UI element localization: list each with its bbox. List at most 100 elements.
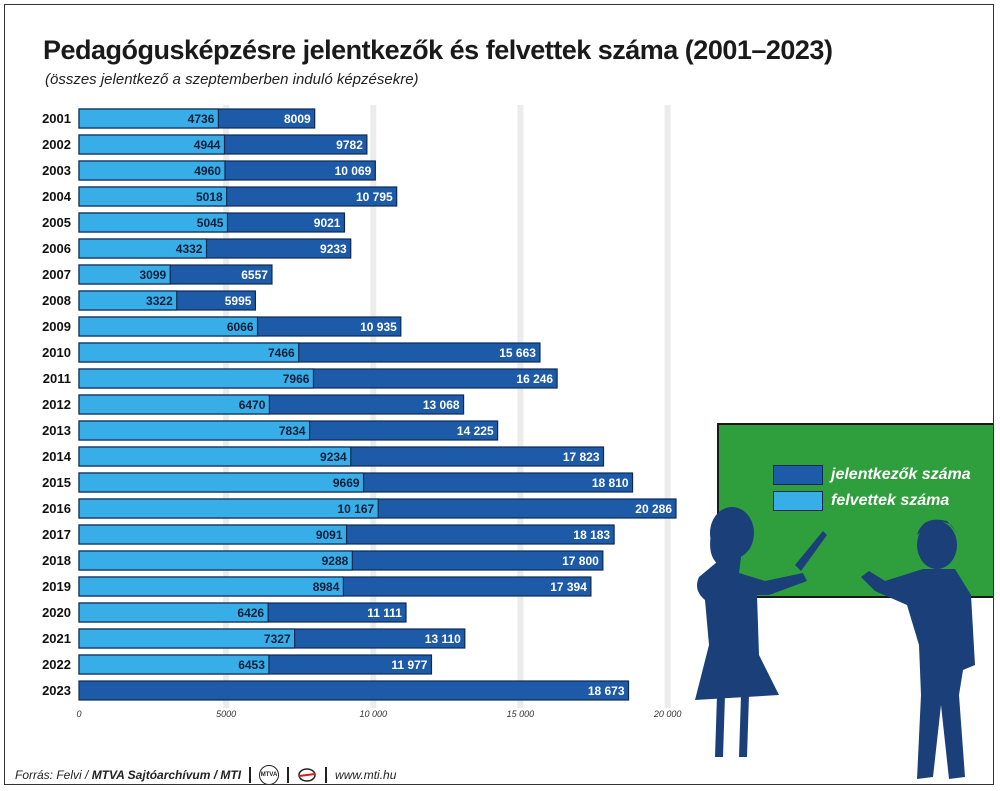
legend-item-applicants: jelentkezők száma: [773, 465, 971, 485]
data-label-admitted: 7966: [283, 372, 310, 386]
data-label-admitted: 6470: [239, 398, 266, 412]
legend-label-admitted: felvettek száma: [831, 492, 950, 509]
bar-admitted: [78, 550, 353, 571]
bar-admitted: [78, 290, 178, 311]
footer-separator: [325, 767, 328, 783]
data-label-applicants: 17 800: [562, 554, 599, 568]
mti-logo-icon: [297, 767, 317, 783]
data-label-applicants: 17 394: [550, 580, 587, 594]
y-tick-label: 2018: [42, 553, 71, 568]
data-label-applicants: 9782: [336, 138, 363, 152]
bar-admitted: [78, 628, 296, 649]
bar-chart: 0 5000 10 000 15 000 20 000 2001 4736 8009 2002 4…: [42, 105, 682, 719]
data-label-applicants: 18 673: [588, 684, 625, 698]
footer-separator: [287, 767, 290, 783]
data-label-applicants: 11 977: [391, 658, 427, 672]
bar-admitted: [78, 186, 228, 207]
y-tick-label: 2020: [42, 605, 71, 620]
legend-label-applicants: jelentkezők száma: [831, 466, 971, 483]
x-tick-label: 5000: [216, 709, 236, 719]
bar-admitted: [78, 160, 226, 181]
legend-item-admitted: felvettek száma: [773, 491, 949, 511]
data-label-admitted: 5018: [196, 190, 223, 204]
y-tick-label: 2001: [42, 111, 71, 126]
chalkboard-legend: jelentkezők száma felvettek száma: [717, 423, 993, 598]
data-label-admitted: 10 167: [338, 502, 375, 516]
y-tick-label: 2003: [42, 163, 71, 178]
footer-separator: [249, 767, 252, 783]
data-label-applicants: 10 935: [360, 320, 397, 334]
data-label-admitted: 5045: [197, 216, 224, 230]
data-label-admitted: 3099: [139, 268, 166, 282]
footer: Forrás: Felvi / MTVA Sajtóarchívum / MTI…: [15, 765, 397, 784]
bar-admitted: [78, 576, 344, 597]
y-tick-label: 2019: [42, 579, 71, 594]
footer-url: www.mti.hu: [335, 768, 397, 782]
data-label-applicants: 9233: [320, 242, 347, 256]
bar-admitted: [78, 472, 365, 493]
y-tick-label: 2023: [42, 683, 71, 698]
chart-title: Pedagógusképzésre jelentkezők és felvett…: [43, 35, 833, 65]
bar-admitted: [78, 316, 259, 337]
man-teacher-silhouette: [861, 519, 975, 779]
y-tick-label: 2017: [42, 527, 71, 542]
x-tick-label: 0: [76, 709, 81, 719]
woman-teacher-silhouette: [695, 507, 827, 757]
x-tick-label: 10 000: [360, 709, 388, 719]
y-tick-label: 2016: [42, 501, 71, 516]
mtva-logo-icon: MTVA: [259, 765, 280, 784]
chart-subtitle: (összes jelentkező a szeptemberben indul…: [45, 71, 419, 88]
data-label-applicants: 9021: [314, 216, 341, 230]
bar-applicants: [78, 680, 630, 701]
y-tick-label: 2006: [42, 241, 71, 256]
legend-swatch-admitted: [773, 491, 823, 511]
bar-admitted: [78, 394, 271, 415]
bar-admitted: [78, 524, 348, 545]
bar-admitted: [78, 108, 219, 129]
x-gridline: [517, 105, 524, 708]
data-label-applicants: 18 183: [573, 528, 610, 542]
teacher-silhouettes: [695, 507, 975, 779]
x-gridline: [664, 105, 671, 708]
bar-admitted: [78, 420, 311, 441]
y-tick-label: 2008: [42, 293, 71, 308]
data-label-applicants: 20 286: [635, 502, 672, 516]
data-label-applicants: 8009: [284, 112, 311, 126]
data-label-admitted: 4332: [176, 242, 203, 256]
y-tick-label: 2013: [42, 423, 71, 438]
y-tick-label: 2012: [42, 397, 71, 412]
footer-source: Forrás: Felvi / MTVA Sajtóarchívum / MTI: [15, 768, 242, 782]
data-label-applicants: 11 111: [367, 606, 402, 620]
data-label-admitted: 6453: [238, 658, 265, 672]
data-label-admitted: 4944: [194, 138, 221, 152]
y-tick-label: 2011: [43, 371, 71, 386]
x-tick-label: 20 000: [653, 709, 682, 719]
bar-admitted: [78, 238, 208, 259]
x-tick-label: 15 000: [507, 709, 535, 719]
data-label-admitted: 6426: [237, 606, 264, 620]
data-label-applicants: 17 823: [563, 450, 600, 464]
data-label-admitted: 7466: [268, 346, 295, 360]
data-label-applicants: 16 246: [516, 372, 553, 386]
bar-admitted: [78, 342, 300, 363]
data-label-applicants: 15 663: [499, 346, 536, 360]
data-label-applicants: 13 110: [425, 632, 461, 646]
y-tick-label: 2022: [42, 657, 71, 672]
data-label-admitted: 7834: [279, 424, 306, 438]
bar-admitted: [78, 134, 226, 155]
y-tick-label: 2010: [42, 345, 71, 360]
bar-admitted: [78, 602, 269, 623]
data-label-admitted: 8984: [313, 580, 340, 594]
data-label-admitted: 3322: [146, 294, 173, 308]
data-label-admitted: 9288: [322, 554, 349, 568]
legend-swatch-applicants: [773, 465, 823, 485]
data-label-admitted: 4960: [194, 164, 221, 178]
bar-admitted: [78, 498, 379, 519]
data-label-admitted: 4736: [188, 112, 215, 126]
infographic-frame: Pedagógusképzésre jelentkezők és felvett…: [4, 4, 994, 785]
data-label-admitted: 9234: [320, 450, 347, 464]
data-label-applicants: 18 810: [592, 476, 629, 490]
y-tick-label: 2004: [42, 189, 72, 204]
y-tick-label: 2014: [42, 449, 72, 464]
data-label-applicants: 14 225: [457, 424, 494, 438]
